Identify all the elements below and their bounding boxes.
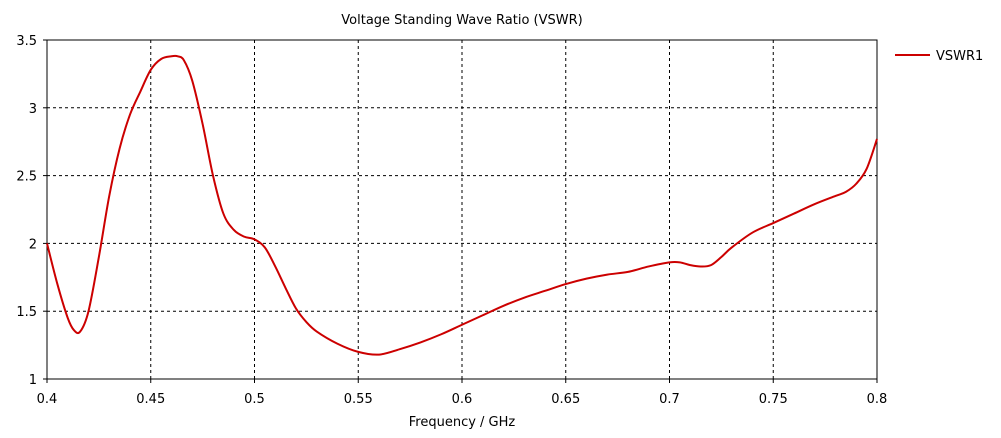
chart-title: Voltage Standing Wave Ratio (VSWR): [341, 13, 582, 28]
x-tick-label: 0.7: [659, 392, 680, 407]
legend-label-vswr1: VSWR1: [936, 49, 983, 64]
y-tick-label: 1.5: [16, 305, 37, 320]
x-tick-label: 0.75: [759, 392, 788, 407]
grid: [47, 40, 877, 379]
x-tick-label: 0.6: [452, 392, 473, 407]
x-tick-label: 0.45: [136, 392, 165, 407]
y-tick-label: 3: [29, 102, 37, 117]
x-tick-label: 0.55: [344, 392, 373, 407]
x-tick-label: 0.4: [37, 392, 58, 407]
y-tick-label: 3.5: [16, 34, 37, 49]
axes: 0.4 0.45 0.5 0.55 0.6 0.65 0.7 0.75 0.8 1 1.5 2 2.5 3…: [16, 34, 887, 407]
legend: VSWR1: [895, 49, 983, 64]
y-tick-label: 2.5: [16, 170, 37, 185]
x-tick-label: 0.65: [551, 392, 580, 407]
x-tick-label: 0.8: [867, 392, 888, 407]
x-tick-label: 0.5: [244, 392, 265, 407]
x-axis-label: Frequency / GHz: [409, 415, 516, 430]
y-tick-label: 2: [29, 237, 37, 252]
y-tick-label: 1: [29, 373, 37, 388]
